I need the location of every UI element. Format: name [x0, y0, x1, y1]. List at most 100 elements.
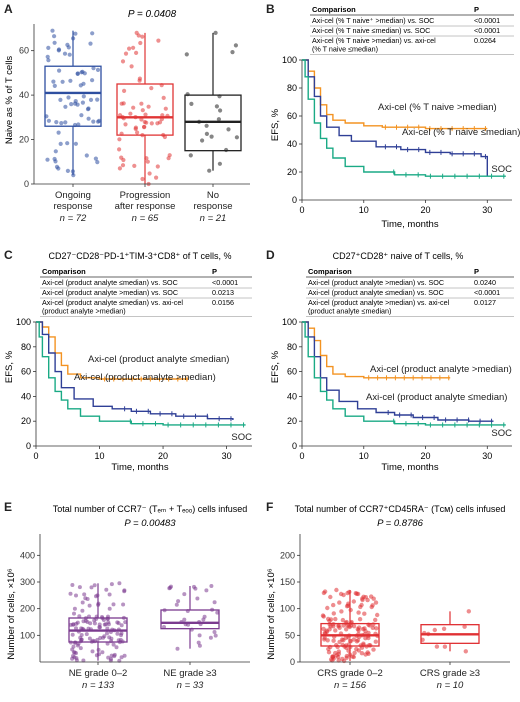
curve-label: SOC [231, 432, 252, 443]
y-tick-label: 0 [26, 441, 31, 451]
data-point [114, 645, 119, 650]
data-point [97, 625, 102, 630]
table-cell-comparison: Axi-cel (product analyte >median) vs. SO… [42, 288, 178, 297]
y-tick-label: 60 [287, 367, 297, 377]
panel-c: C CD27⁻CD28⁻PD-1⁺TIM-3⁺CD8⁺ of T cells, … [0, 244, 260, 474]
data-point [81, 81, 86, 86]
data-point [119, 623, 124, 628]
category-n: n = 156 [334, 680, 367, 691]
data-point [149, 86, 154, 91]
table-cell-p: 0.0240 [474, 278, 496, 287]
data-point [63, 120, 68, 125]
data-point [340, 617, 346, 623]
category-label: NE grade ≥3 [163, 668, 216, 679]
curve-label: SOC [491, 428, 512, 439]
y-tick-label: 100 [16, 317, 31, 327]
y-tick-label: 20 [19, 135, 29, 145]
data-point [117, 581, 122, 586]
data-point [356, 625, 362, 630]
data-point [204, 131, 209, 136]
panel-e-ylabel: Number of cells, ×10⁶ [6, 568, 17, 659]
data-point [72, 650, 77, 655]
data-point [373, 600, 379, 605]
data-point [83, 596, 88, 601]
data-point [352, 650, 357, 656]
data-point [76, 641, 81, 646]
curve-label: Axi-cel (% T naive ≤median) [402, 127, 520, 138]
data-point [162, 625, 166, 629]
x-tick-label: 30 [482, 205, 492, 215]
x-tick-label: 20 [421, 451, 431, 461]
data-point [76, 122, 81, 127]
table-cell-comparison: (product analyte >median) [42, 307, 126, 316]
data-point [71, 622, 76, 627]
data-point [218, 108, 223, 113]
data-point [101, 635, 106, 640]
data-point [91, 66, 96, 71]
box [44, 65, 102, 127]
category-label: No [207, 190, 219, 201]
data-point [325, 605, 330, 611]
data-point [209, 584, 214, 588]
data-point [119, 631, 124, 636]
data-point [45, 54, 50, 59]
data-point [337, 600, 342, 605]
category-label: NE grade 0–2 [69, 668, 128, 679]
table-cell-comparison: Axi-cel (product analyte ≤median) vs. SO… [42, 278, 178, 287]
y-tick-label: 60 [21, 367, 31, 377]
data-point [59, 121, 64, 126]
data-point [161, 95, 166, 100]
data-point [330, 658, 335, 663]
x-tick-label: 20 [158, 451, 168, 461]
table-cell-comparison: (product analyte ≤median) [308, 307, 391, 316]
data-point [184, 52, 189, 57]
data-point [56, 130, 61, 135]
category-n: n = 21 [200, 213, 227, 224]
curve-label: Axi-cel (product analyte >median) [74, 372, 216, 383]
data-point [233, 43, 238, 48]
data-point [81, 94, 86, 99]
data-point [80, 608, 85, 613]
y-tick-label: 0 [292, 195, 297, 205]
data-point [328, 594, 333, 600]
data-point [109, 582, 114, 587]
km-curve [36, 321, 189, 380]
data-point [347, 589, 352, 595]
data-point [441, 626, 447, 631]
data-point [356, 648, 361, 653]
data-point [147, 171, 152, 176]
panel-b-xlabel: Time, months [381, 219, 438, 230]
data-point [133, 125, 138, 130]
x-tick-label: 20 [421, 205, 431, 215]
data-point [334, 587, 339, 593]
data-point [175, 646, 180, 651]
data-point [322, 635, 327, 640]
data-point [121, 157, 126, 163]
data-point [121, 602, 126, 607]
y-tick-label: 200 [280, 550, 295, 560]
data-point [335, 654, 341, 660]
data-point [466, 609, 471, 614]
data-point [77, 614, 82, 619]
x-tick-label: 10 [359, 451, 369, 461]
data-point [140, 34, 145, 39]
data-point [325, 638, 330, 643]
panel-f-title: Total number of CCR7⁺CD45RA⁻ (Tᴄᴍ) cells… [295, 504, 506, 514]
data-point [344, 627, 349, 632]
panel-b-ylabel: EFS, % [270, 108, 281, 141]
data-point [74, 626, 78, 631]
table-cell-p: <0.0001 [474, 288, 500, 297]
data-point [157, 120, 163, 125]
data-point [146, 104, 151, 109]
data-point [53, 149, 58, 154]
km-curve [302, 321, 506, 426]
data-point [117, 147, 122, 152]
data-point [98, 636, 103, 640]
y-tick-label: 60 [19, 46, 29, 56]
table-cell-comparison: Axi-cel (product analyte >median) vs. SO… [308, 278, 444, 287]
data-point [68, 78, 73, 83]
data-point [70, 632, 75, 637]
data-point [93, 156, 98, 161]
panel-b-letter: B [266, 2, 275, 16]
data-point [326, 650, 332, 655]
